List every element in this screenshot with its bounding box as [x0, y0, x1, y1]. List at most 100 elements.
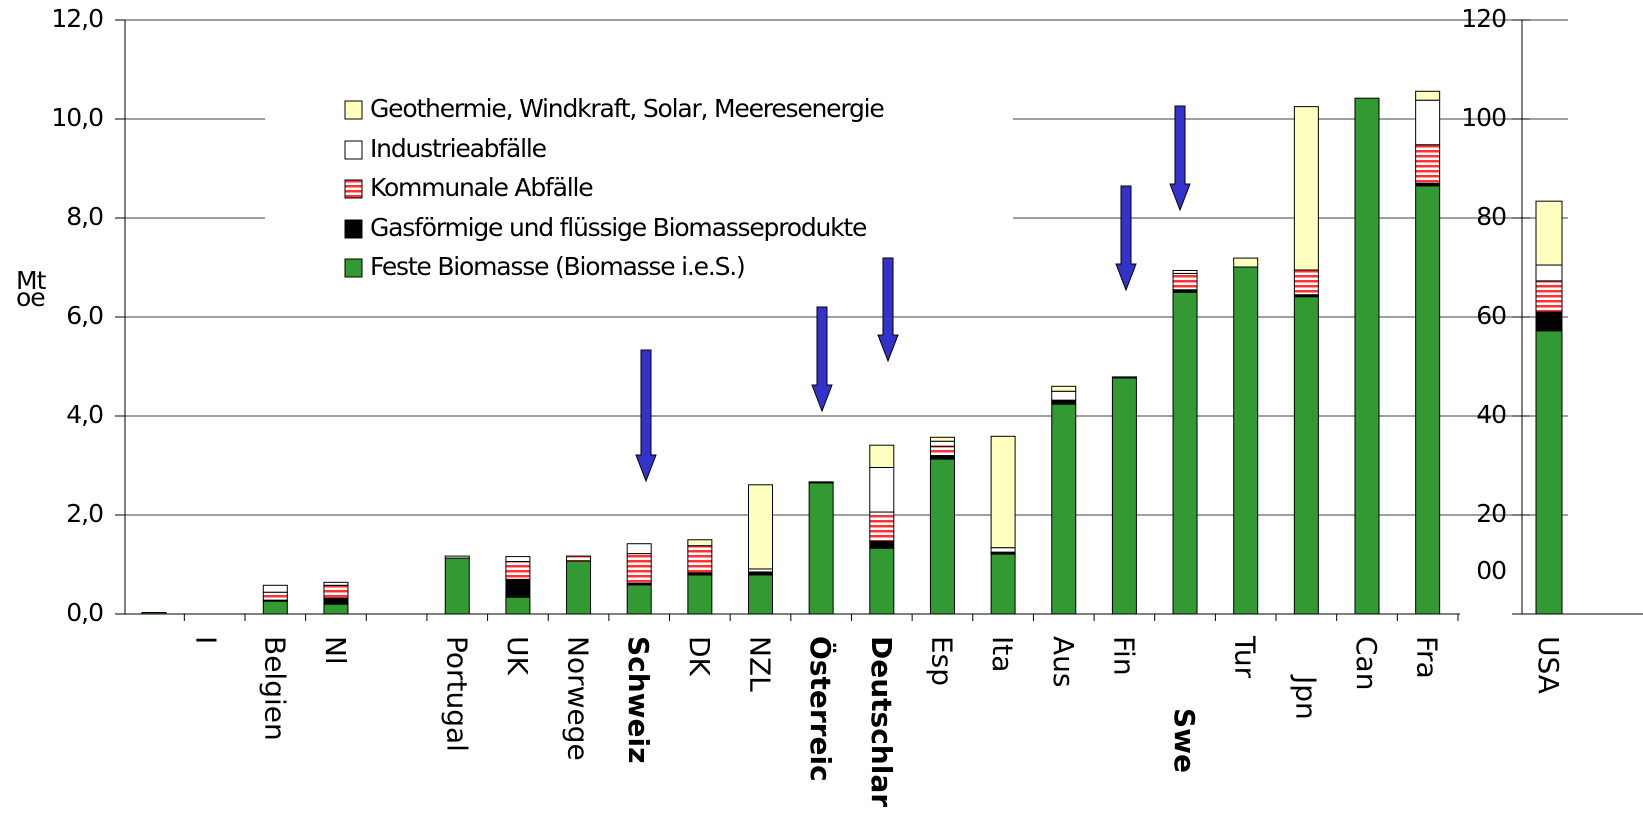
legend-swatch	[344, 140, 363, 160]
x-tick-label: Fra	[1411, 636, 1444, 679]
x-tick-label: USA	[1532, 636, 1565, 694]
x-tick-label: DK	[683, 636, 716, 677]
y2-tick-label: 80	[1476, 202, 1506, 231]
bar-segment	[687, 539, 713, 547]
bar-segment	[323, 581, 349, 586]
x-tick-label: Swe	[1168, 708, 1201, 773]
bar-segment	[929, 440, 955, 447]
bar-segment	[626, 553, 652, 584]
bar-segment	[929, 455, 955, 460]
bar-segment	[1051, 403, 1077, 615]
y-axis-label: oe	[16, 283, 45, 312]
y2-tick-label: 60	[1476, 301, 1506, 330]
legend-swatch	[344, 100, 363, 120]
bar-segment	[1172, 291, 1198, 615]
legend-swatch	[344, 179, 363, 199]
legend-label: Gasförmige und flüssige Biomasseprodukte	[370, 213, 867, 242]
x-tick-label: Schweiz	[622, 636, 655, 763]
bar-segment	[1354, 97, 1380, 615]
bar-segment	[990, 547, 1016, 553]
arrow	[811, 306, 833, 413]
y-tick-label: 4,0	[66, 400, 103, 429]
bar-segment	[1535, 330, 1563, 615]
bar-segment	[323, 603, 349, 615]
y-axis-label: Mt	[16, 266, 47, 295]
bar-segment	[1415, 144, 1441, 184]
y-tick-label: 12,0	[51, 4, 103, 33]
bar-segment	[808, 482, 834, 615]
bar-segment	[505, 578, 531, 598]
bar-segment	[748, 574, 773, 615]
x-tick-label: Esp	[925, 636, 958, 686]
x-tick-label: Ita	[986, 636, 1019, 672]
y-tick-label: 2,0	[66, 499, 103, 528]
bar-segment	[505, 561, 531, 580]
x-tick-label: Belgien	[258, 636, 291, 741]
y2-tick-label: 120	[1461, 4, 1506, 33]
arrow	[1115, 185, 1137, 292]
bar-segment	[262, 600, 288, 615]
bar-segment	[566, 555, 592, 562]
x-tick-label: Deutschlar	[865, 636, 898, 807]
y-tick-label: 0,0	[66, 598, 103, 627]
bar-segment	[1293, 269, 1319, 296]
bar-segment	[1111, 377, 1137, 615]
arrow	[635, 349, 657, 483]
x-tick-label: Can	[1350, 636, 1383, 690]
bar-segment	[1535, 311, 1563, 332]
x-tick-label: NZL	[744, 636, 777, 692]
x-tick-label: I	[190, 636, 223, 644]
bar-segment	[1051, 385, 1077, 392]
bar-segment	[1415, 90, 1441, 101]
x-tick-label: Tur	[1229, 635, 1262, 679]
y2-tick-label: 00	[1476, 556, 1506, 585]
x-tick-label: Norwege	[562, 636, 595, 761]
bar-segment	[1111, 376, 1137, 379]
bar-segment	[1293, 106, 1319, 271]
bar-segment	[869, 511, 895, 542]
y2-tick-label: 40	[1476, 400, 1506, 429]
y-tick-label: 10,0	[51, 103, 103, 132]
legend-label: Kommunale Abfälle	[370, 173, 593, 202]
arrows	[635, 105, 1191, 483]
arrow	[877, 257, 899, 363]
y2-tick-label: 100	[1461, 103, 1506, 132]
bar-segment	[1293, 296, 1319, 615]
bar-segment	[808, 481, 834, 484]
bar-segment	[323, 584, 349, 599]
bar-segment	[1051, 399, 1077, 405]
arrow	[1169, 105, 1191, 212]
bar-segment	[444, 557, 470, 615]
bar-segment	[262, 591, 288, 601]
bar-segment	[687, 545, 713, 574]
bar-segment	[505, 596, 531, 615]
bar-segment	[323, 597, 349, 605]
x-tick-label: Fin	[1107, 636, 1140, 676]
bar-segment	[1535, 280, 1563, 313]
x-tick-label: Österreic	[804, 636, 838, 782]
x-tick-label: Portugal	[440, 636, 473, 752]
bar-segment	[1172, 269, 1198, 274]
bar-segment	[1233, 266, 1259, 615]
bar-segment	[869, 466, 895, 513]
y-tick-label: 6,0	[66, 301, 103, 330]
bar-segment	[990, 553, 1016, 615]
bar-segment	[1233, 257, 1259, 268]
legend-label: Geothermie, Windkraft, Solar, Meeresener…	[370, 94, 884, 123]
x-tick-label: UK	[501, 636, 534, 675]
x-tick-label: Jpn	[1289, 674, 1322, 720]
bar-segment	[262, 584, 288, 593]
bar-segment	[444, 555, 470, 559]
x-tick-label: Aus	[1047, 636, 1080, 688]
bar-segment	[929, 436, 955, 442]
bar-segment	[990, 435, 1016, 549]
legend-label: Feste Biomasse (Biomasse i.e.S.)	[370, 252, 745, 281]
legend-swatch	[344, 258, 363, 278]
bar-segment	[1415, 185, 1441, 615]
bar-segment	[1415, 99, 1441, 146]
y2-tick-label: 20	[1476, 499, 1506, 528]
bar-segment	[1535, 264, 1563, 282]
bar-segment	[626, 543, 652, 555]
bar-segment	[1535, 200, 1563, 266]
